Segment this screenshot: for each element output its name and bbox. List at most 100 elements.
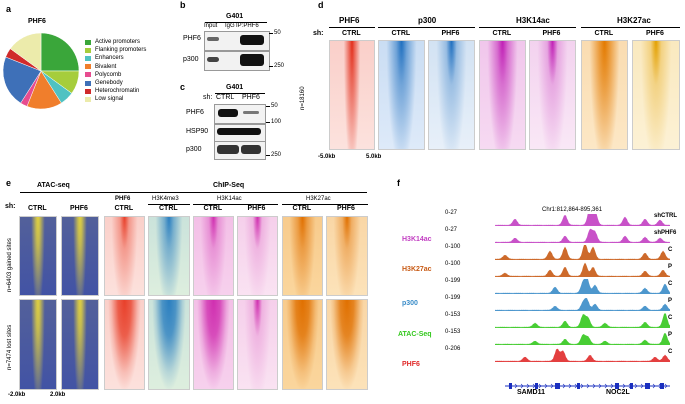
genome-tracks (495, 214, 670, 389)
heatmap-wash (20, 300, 56, 389)
legend-label: Enhancers (95, 55, 124, 62)
panel-e-col-label: PHF6 (247, 205, 266, 212)
track-range: 0-100 (445, 261, 461, 267)
track-signal (495, 279, 670, 294)
legend-label: Low signal (95, 96, 124, 103)
panel-e-x-right: 2.0kb (50, 392, 66, 398)
panel-e-col-label: PHF6 (337, 205, 355, 212)
panel-d-col-label: PHF6 (646, 30, 664, 37)
strand-arrow (580, 383, 584, 389)
strand-arrow (514, 383, 518, 389)
heatmap-e-bottom-4 (193, 299, 234, 390)
heatmap-wash (149, 217, 189, 295)
track-tag: C (668, 281, 673, 287)
mw-marker: 250 (274, 63, 285, 69)
heatmap-e-top-5 (237, 216, 278, 296)
strand-arrow (664, 383, 668, 389)
panel-f-locus: Chr1:812,864-895,361 (542, 207, 603, 213)
heatmap-wash (194, 217, 233, 295)
panel-d-group-h3k14ac: H3K14ac (516, 16, 550, 25)
panel-d-col-label: PHF6 (441, 30, 460, 37)
pie-slice-genebody (2, 56, 42, 104)
legend-item: Active promoters (85, 38, 146, 46)
heatmap-e-top-0 (19, 216, 57, 296)
strand-arrow (604, 383, 608, 389)
panel-e-row-gained: n=6403 gained sites (7, 238, 13, 292)
legend-label: Flanking promoters (95, 47, 147, 54)
blot-band (240, 35, 264, 45)
panel-b-col-igg: IgG (225, 23, 235, 29)
heatmap-e-top-6 (282, 216, 323, 296)
panel-d-group-p300: p300 (418, 16, 437, 25)
mark-label: ATAC-Seq (398, 331, 432, 338)
panel-e-col-label: CTRL (159, 205, 178, 212)
blot-band (241, 145, 261, 154)
strand-arrow (592, 383, 596, 389)
gene-label-noc2l: NOC2L (606, 389, 630, 396)
heatmap-wash (238, 217, 277, 295)
strand-arrow (598, 383, 602, 389)
heatmap-wash (194, 300, 233, 389)
pie-slice-active-promoters (40, 32, 80, 72)
legend-label: Polycomb (95, 71, 122, 78)
group-underline (479, 27, 576, 28)
panel-d-n-label: n=18160 (300, 86, 306, 110)
strand-arrow (550, 383, 554, 389)
strand-arrow (520, 383, 524, 389)
blot-band (218, 109, 238, 117)
legend-item: Low signal (85, 95, 146, 103)
heatmap-e-top-1 (61, 216, 99, 296)
group-underline (282, 204, 368, 205)
panel-b-row-p300: p300 (183, 56, 199, 63)
gene-label-samd11: SAMD11 (517, 389, 546, 396)
heatmap-d-4 (529, 40, 576, 150)
mw-marker: 50 (274, 30, 281, 36)
track-tag: P (668, 298, 673, 304)
legend-swatch (85, 96, 91, 102)
track-signal (495, 313, 670, 328)
track-signal (495, 348, 670, 362)
panel-d-col-label: CTRL (342, 30, 361, 37)
track-range: 0-199 (445, 278, 461, 284)
legend-item: Genebody (85, 79, 146, 87)
track-tag: P (668, 264, 673, 270)
legend-swatch (85, 39, 91, 45)
panel-c-label: c (180, 82, 186, 92)
group-underline (329, 27, 375, 28)
panel-e-x-left: -2.0kb (8, 392, 26, 398)
legend-label: Genebody (95, 80, 123, 87)
panel-e-sh: sh: (5, 203, 16, 210)
exon (630, 383, 633, 389)
panel-b-col-input: Input (204, 23, 218, 29)
track-signal (495, 228, 670, 243)
mark-label: p300 (402, 300, 418, 307)
group-underline (378, 27, 475, 28)
heatmap-wash (105, 300, 144, 389)
heatmap-wash (330, 41, 374, 149)
panel-c-col-phf6: PHF6 (242, 94, 260, 101)
heatmap-e-bottom-6 (282, 299, 323, 390)
strand-arrow (586, 383, 590, 389)
heatmap-wash (20, 217, 56, 295)
panel-b-cell: G401 (226, 13, 244, 20)
track-range: 0-100 (445, 244, 461, 250)
exon (645, 383, 650, 389)
track-signal (495, 332, 670, 345)
panel-d-col-label: CTRL (594, 30, 614, 37)
heatmap-d-2 (428, 40, 475, 150)
track-tag: C (668, 247, 673, 253)
mark-label: H3K14ac (402, 236, 432, 243)
track-range: 0-27 (445, 210, 458, 216)
mw-marker: 50 (271, 103, 278, 109)
heatmap-wash (429, 41, 474, 149)
panel-e-group-h3k4me3: H3K4me3 (152, 196, 179, 202)
panel-c-row-p300: p300 (186, 146, 202, 153)
heatmap-e-bottom-1 (61, 299, 99, 390)
panel-e-col-label: CTRL (292, 205, 312, 212)
panel-c-cell: G401 (226, 84, 244, 91)
heatmap-wash (530, 41, 575, 149)
panel-e-row-lost: n=7474 lost sites (7, 324, 13, 370)
heatmap-wash (327, 217, 367, 295)
group-underline (148, 204, 190, 205)
